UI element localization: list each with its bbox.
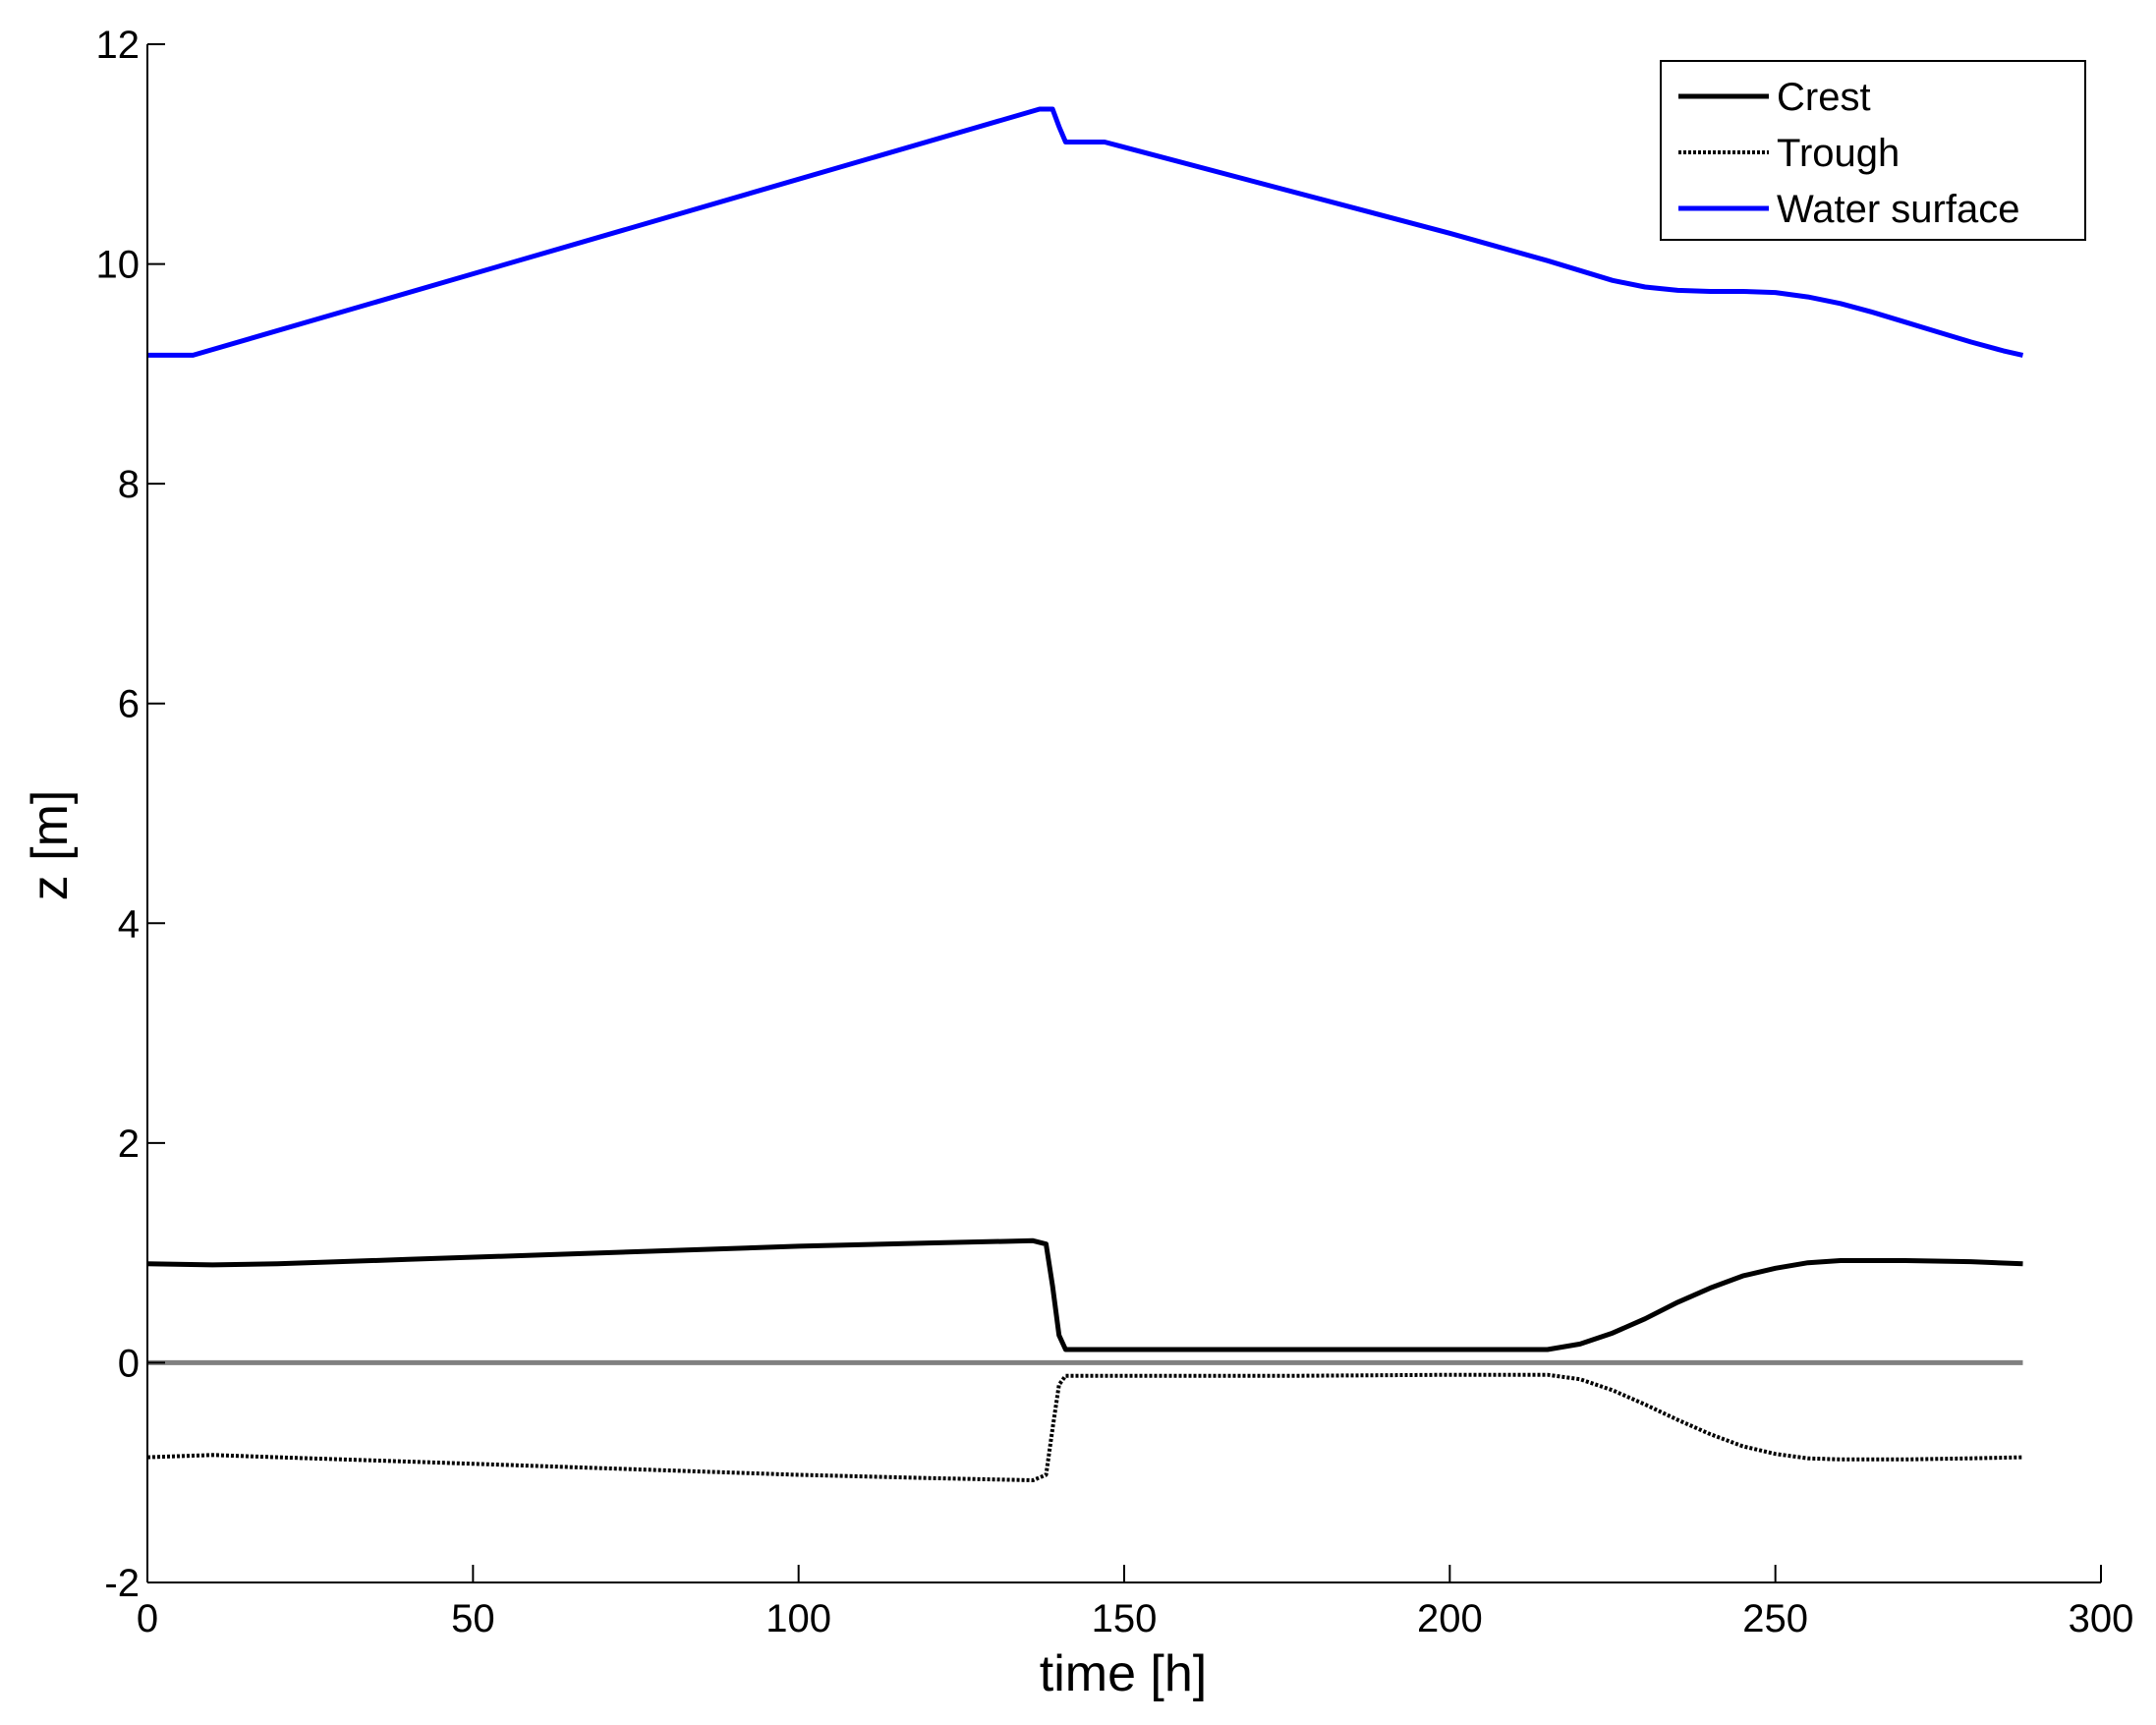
series-layer: [146, 106, 2024, 1482]
y-tick-label: 12: [96, 24, 141, 67]
x-tick-label: 100: [766, 1597, 831, 1640]
y-tick-label: -2: [104, 1562, 140, 1605]
x-tick-label: 200: [1417, 1597, 1483, 1640]
y-tick-label: 2: [118, 1122, 140, 1166]
x-tick-label: 50: [451, 1597, 495, 1640]
series-trough-line: [146, 1372, 2023, 1482]
y-tick-label: 6: [118, 683, 140, 726]
legend: Crest Trough Water surface: [1660, 60, 2086, 241]
legend-label-water-surface: Water surface: [1777, 188, 2019, 231]
y-tick-label: 10: [96, 244, 141, 287]
series-water-surface-line: [147, 106, 2024, 358]
x-tick-label: 300: [2069, 1597, 2134, 1640]
legend-label-trough: Trough: [1777, 132, 1900, 175]
y-tick-label: 0: [118, 1342, 140, 1385]
legend-label-crest: Crest: [1777, 76, 1871, 119]
series-crest-line: [146, 1237, 2023, 1352]
x-axis-label: time [h]: [1040, 1645, 1208, 1702]
x-tick-label: 0: [137, 1597, 158, 1640]
y-tick-label: 4: [118, 902, 140, 946]
x-tick-label: 150: [1092, 1597, 1158, 1640]
x-tick-label: 250: [1742, 1597, 1808, 1640]
y-tick-label: 8: [118, 463, 140, 506]
y-axis-label: z [m]: [22, 790, 79, 901]
